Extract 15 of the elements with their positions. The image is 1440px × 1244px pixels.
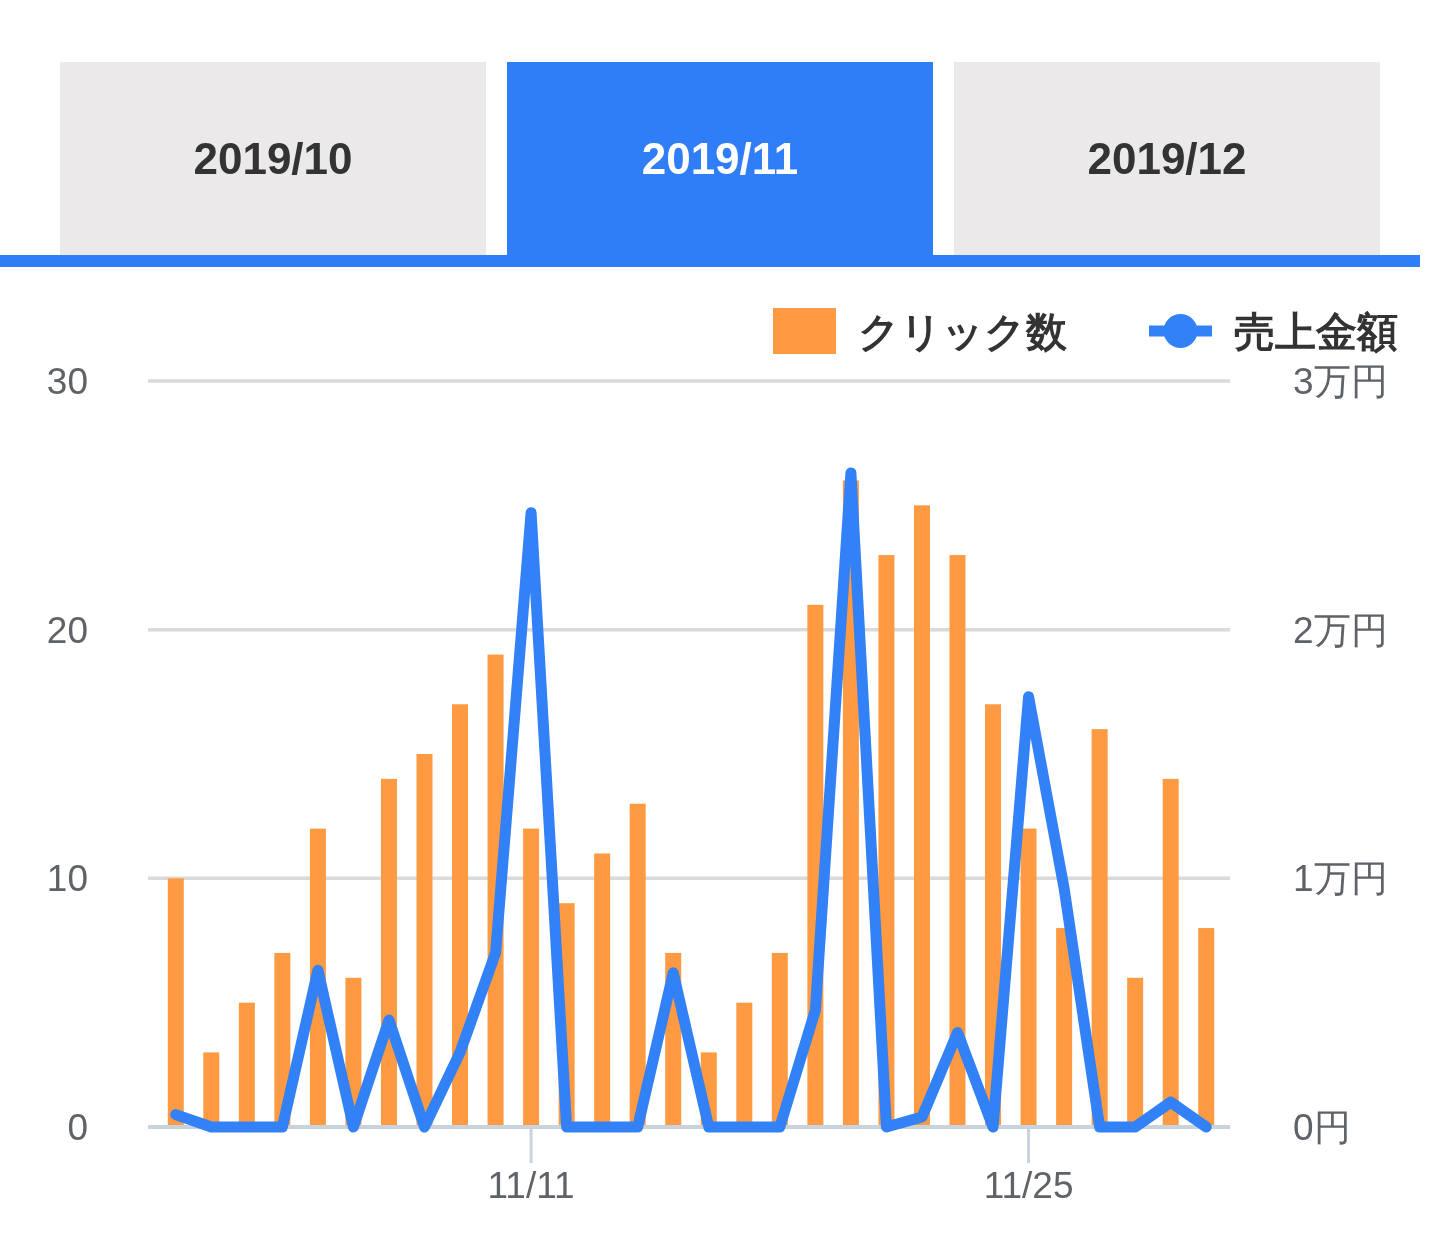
x-tick-label: 11/11 [487, 1165, 575, 1206]
x-tick-label: 11/25 [983, 1165, 1074, 1206]
y2-tick-label: 1万円 [1293, 858, 1388, 900]
y-tick-label: 30 [46, 361, 88, 402]
y-tick-label: 0 [67, 1107, 88, 1148]
annotation: 2019/10 [193, 134, 353, 183]
y-tick-label: 20 [46, 609, 88, 651]
y2-tick-label: 3万円 [1293, 361, 1388, 402]
legend-label: クリック数 [858, 309, 1067, 355]
title: 2019/11 [641, 134, 799, 183]
annotation: 2019/12 [1087, 134, 1247, 183]
y-tick-label: 10 [46, 858, 88, 900]
y2-tick-label: 2万円 [1293, 609, 1388, 651]
legend-label: 売上金額 [1234, 309, 1398, 355]
y2-tick-label: 0円 [1293, 1107, 1351, 1148]
